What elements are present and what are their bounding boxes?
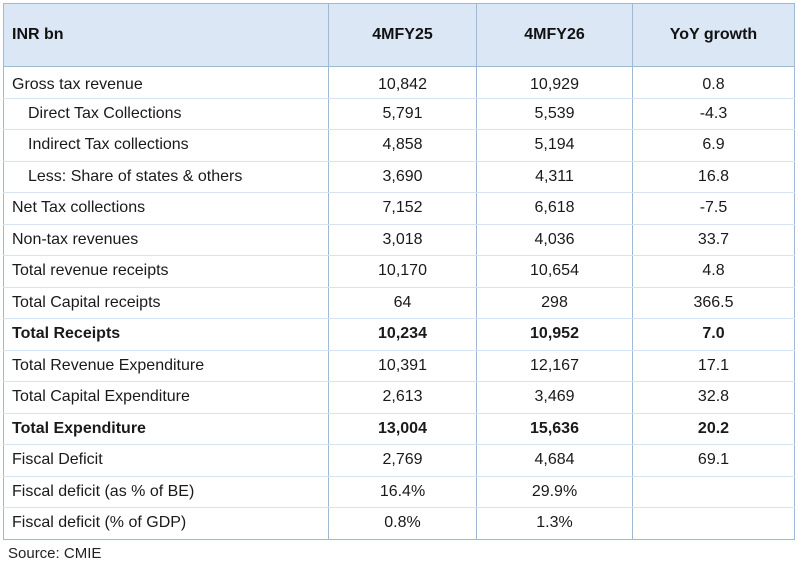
table-row: Gross tax revenue 10,842 10,929 0.8 <box>3 66 795 99</box>
row-label: Total Receipts <box>3 318 329 351</box>
value-4mfy26: 1.3% <box>476 507 633 540</box>
row-label: Total Revenue Expenditure <box>3 349 329 382</box>
value-4mfy26: 12,167 <box>476 349 633 382</box>
value-yoy-growth: 17.1 <box>632 349 795 382</box>
value-yoy-growth: 33.7 <box>632 223 795 256</box>
table-row: Total Revenue Expenditure 10,391 12,167 17.… <box>3 349 795 382</box>
value-yoy-growth: 69.1 <box>632 444 795 477</box>
table-row: Fiscal Deficit 2,769 4,684 69.1 <box>3 444 795 477</box>
row-label: Fiscal Deficit <box>3 444 329 477</box>
table-row: Fiscal deficit (as % of BE) 16.4% 29.9% <box>3 475 795 508</box>
value-4mfy25: 4,858 <box>328 129 477 162</box>
row-label: Total Expenditure <box>3 412 329 445</box>
row-label: Fiscal deficit (as % of BE) <box>3 475 329 508</box>
value-4mfy25: 2,613 <box>328 381 477 414</box>
table-row: Total Expenditure 13,004 15,636 20.2 <box>3 412 795 445</box>
row-label: Total Capital receipts <box>3 286 329 319</box>
value-4mfy25: 5,791 <box>328 97 477 130</box>
value-yoy-growth: 366.5 <box>632 286 795 319</box>
row-label: Less: Share of states & others <box>3 160 329 193</box>
row-label: Net Tax collections <box>3 192 329 225</box>
row-label: Indirect Tax collections <box>3 129 329 162</box>
table-row: Direct Tax Collections 5,791 5,539 -4.3 <box>3 97 795 130</box>
value-4mfy26: 15,636 <box>476 412 633 445</box>
table-row: Total Capital receipts 64 298 366.5 <box>3 286 795 319</box>
table-row: Indirect Tax collections 4,858 5,194 6.9 <box>3 129 795 162</box>
value-4mfy26: 298 <box>476 286 633 319</box>
row-label: Non-tax revenues <box>3 223 329 256</box>
value-4mfy26: 5,194 <box>476 129 633 162</box>
value-yoy-growth: 0.8 <box>632 66 795 99</box>
value-4mfy25: 64 <box>328 286 477 319</box>
table-body: Gross tax revenue 10,842 10,929 0.8 Direct T… <box>3 66 795 540</box>
table-row: Net Tax collections 7,152 6,618 -7.5 <box>3 192 795 225</box>
table-header: INR bn 4MFY25 4MFY26 YoY growth <box>3 3 795 67</box>
header-4mfy25: 4MFY25 <box>328 3 477 67</box>
row-label: Gross tax revenue <box>3 66 329 99</box>
row-label: Total Capital Expenditure <box>3 381 329 414</box>
value-4mfy25: 3,018 <box>328 223 477 256</box>
table-row: Total Receipts 10,234 10,952 7.0 <box>3 318 795 351</box>
row-label: Total revenue receipts <box>3 255 329 288</box>
value-4mfy26: 6,618 <box>476 192 633 225</box>
value-yoy-growth: 4.8 <box>632 255 795 288</box>
header-yoy-growth: YoY growth <box>632 3 795 67</box>
value-4mfy26: 4,311 <box>476 160 633 193</box>
table-row: Total Capital Expenditure 2,613 3,469 32.8 <box>3 381 795 414</box>
fiscal-data-table: INR bn 4MFY25 4MFY26 YoY growth Gross ta… <box>3 3 795 540</box>
value-4mfy25: 13,004 <box>328 412 477 445</box>
value-4mfy26: 4,684 <box>476 444 633 477</box>
value-4mfy25: 3,690 <box>328 160 477 193</box>
header-4mfy26: 4MFY26 <box>476 3 633 67</box>
source-note: Source: CMIE <box>8 545 102 562</box>
value-yoy-growth: -7.5 <box>632 192 795 225</box>
value-4mfy25: 16.4% <box>328 475 477 508</box>
value-4mfy26: 10,654 <box>476 255 633 288</box>
value-4mfy25: 7,152 <box>328 192 477 225</box>
value-4mfy25: 0.8% <box>328 507 477 540</box>
row-label: Fiscal deficit (% of GDP) <box>3 507 329 540</box>
value-yoy-growth: 20.2 <box>632 412 795 445</box>
table-row: Non-tax revenues 3,018 4,036 33.7 <box>3 223 795 256</box>
value-4mfy25: 10,391 <box>328 349 477 382</box>
value-4mfy26: 5,539 <box>476 97 633 130</box>
header-row: INR bn 4MFY25 4MFY26 YoY growth <box>3 3 795 67</box>
value-yoy-growth <box>632 507 795 540</box>
value-4mfy26: 29.9% <box>476 475 633 508</box>
value-4mfy26: 4,036 <box>476 223 633 256</box>
value-yoy-growth: 6.9 <box>632 129 795 162</box>
value-4mfy25: 10,842 <box>328 66 477 99</box>
value-yoy-growth <box>632 475 795 508</box>
value-4mfy26: 10,929 <box>476 66 633 99</box>
header-unit: INR bn <box>3 3 329 67</box>
value-4mfy26: 3,469 <box>476 381 633 414</box>
table-row: Less: Share of states & others 3,690 4,311… <box>3 160 795 193</box>
table-row: Fiscal deficit (% of GDP) 0.8% 1.3% <box>3 507 795 540</box>
table-row: Total revenue receipts 10,170 10,654 4.8 <box>3 255 795 288</box>
value-yoy-growth: 7.0 <box>632 318 795 351</box>
value-yoy-growth: -4.3 <box>632 97 795 130</box>
value-yoy-growth: 16.8 <box>632 160 795 193</box>
value-4mfy25: 2,769 <box>328 444 477 477</box>
value-4mfy25: 10,234 <box>328 318 477 351</box>
value-4mfy25: 10,170 <box>328 255 477 288</box>
value-4mfy26: 10,952 <box>476 318 633 351</box>
row-label: Direct Tax Collections <box>3 97 329 130</box>
value-yoy-growth: 32.8 <box>632 381 795 414</box>
